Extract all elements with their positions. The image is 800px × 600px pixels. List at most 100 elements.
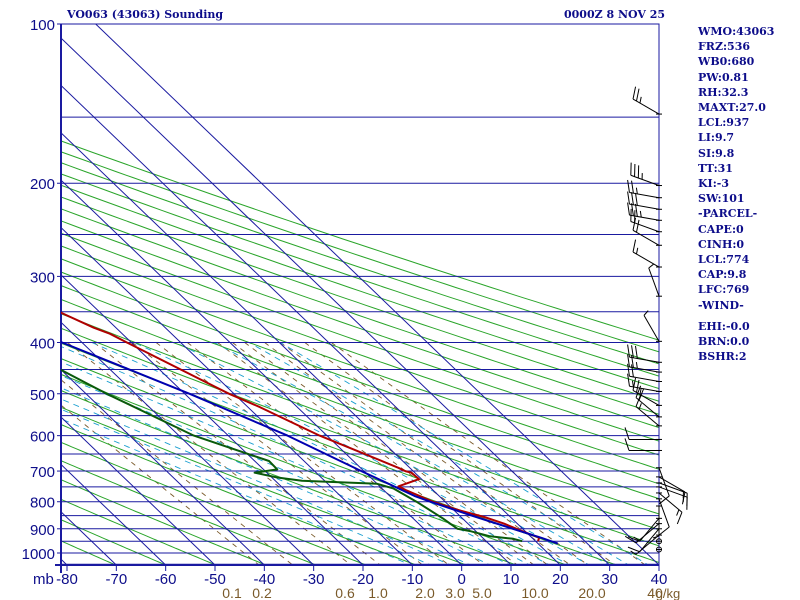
wind-barb	[648, 263, 662, 297]
mixing-ratio-label: 10.0	[521, 585, 548, 600]
stat-cap: CAP:9.8	[698, 268, 747, 282]
wind-barb	[624, 427, 662, 440]
temperature-tick-label: -50	[204, 571, 226, 588]
wind-barb	[627, 373, 662, 392]
temperature-tick-label: -70	[105, 571, 127, 588]
stat-brn: BRN:0.0	[698, 335, 750, 349]
temperature-profile	[61, 311, 541, 542]
stat-li: LI:9.7	[698, 131, 735, 145]
stat-pw: PW:0.81	[698, 70, 749, 84]
dry-adiabat	[61, 173, 659, 377]
mixing-ratio-line	[132, 342, 424, 565]
dry-adiabat	[61, 460, 318, 565]
stat-cape: CAPE:0	[698, 222, 744, 236]
stat-frz: FRZ:536	[698, 40, 751, 54]
dry-adiabat	[61, 140, 659, 341]
dry-adiabat	[61, 245, 659, 456]
mixing-ratio-line	[244, 342, 549, 565]
wind-barb	[632, 217, 662, 246]
stat-lcl: LCL:774	[698, 253, 750, 267]
pressure-tick-label: 500	[30, 387, 55, 404]
dry-adiabat	[61, 298, 659, 515]
stat-sw: SW:101	[698, 192, 745, 206]
dry-adiabat	[61, 313, 659, 531]
mixing-ratio-label: 1.0	[368, 585, 388, 600]
temperature-tick-label: -10	[401, 571, 423, 588]
isotherm-line	[95, 24, 659, 565]
wind-indices: EHI:-0.0 BRN:0.0 BSHR:2	[698, 319, 750, 365]
mixing-ratio-label: 0.6	[335, 585, 355, 600]
isotherm-line	[61, 37, 610, 565]
stat-ehi: EHI:-0.0	[698, 320, 750, 333]
isotherm-line	[61, 321, 314, 565]
dry-adiabat	[61, 258, 659, 470]
pressure-unit-label: mb	[33, 571, 54, 588]
stat-ki: KI:-3	[698, 177, 729, 191]
wind-barb	[627, 344, 662, 363]
isotherm-line	[61, 226, 412, 565]
temperature-tick-label: -30	[303, 571, 325, 588]
mixing-ratio-label: 0.2	[252, 585, 272, 600]
isotherm-line	[0, 24, 17, 564]
moist-adiabat	[61, 418, 412, 565]
parcel-profile	[61, 340, 559, 545]
stat-si: SI:9.8	[698, 146, 735, 160]
pressure-tick-label: 400	[30, 335, 55, 352]
wind-barb	[624, 438, 662, 451]
wind-barb	[632, 239, 662, 268]
wind-barb	[656, 498, 670, 536]
dry-adiabat	[61, 232, 659, 442]
dry-adiabat	[61, 327, 659, 547]
dry-adiabat	[61, 208, 659, 415]
dry-adiabat	[61, 441, 368, 565]
mixing-ratio-label: 0.1	[222, 585, 242, 600]
stat-parcel: -PARCEL-	[698, 207, 758, 221]
temperature-tick-label: 40	[651, 571, 668, 588]
isotherm-line	[61, 369, 264, 565]
stat-maxt: MAXT:27.0	[698, 101, 766, 115]
pressure-tick-label: 700	[30, 464, 55, 481]
mixing-ratio-label: g/kg	[656, 586, 681, 600]
dry-adiabat	[61, 424, 418, 565]
wind-barb	[627, 191, 662, 210]
mixing-ratio-label: 2.0	[415, 585, 435, 600]
pressure-tick-label: 200	[30, 176, 55, 193]
stat-wmo: WMO:43063	[698, 25, 775, 38]
mixing-ratio-label: 40	[647, 585, 663, 600]
wind-barb	[656, 538, 662, 545]
wind-barb	[627, 517, 662, 542]
dry-adiabat	[61, 220, 659, 429]
mixing-ratio-label: 3.0	[445, 585, 465, 600]
stat-lfc: LFC:769	[698, 283, 750, 297]
temperature-tick-label: 20	[552, 571, 569, 588]
temperature-tick-label: 10	[503, 571, 520, 588]
pressure-tick-label: 300	[30, 269, 55, 286]
isotherm-line	[61, 274, 363, 565]
wind-barb	[656, 486, 688, 510]
wind-barb	[627, 179, 662, 199]
isotherm-line	[61, 511, 116, 565]
wind-barb	[656, 546, 662, 553]
wind-barb	[630, 162, 662, 187]
stat-tt: TT:31	[698, 161, 733, 175]
temperature-tick-label: -40	[253, 571, 275, 588]
wind-barb	[656, 492, 683, 525]
wind-barb	[627, 363, 662, 382]
dry-adiabat	[61, 540, 117, 565]
pressure-tick-label: 1000	[22, 546, 55, 563]
mixing-ratio-label: 5.0	[472, 585, 492, 600]
chart-datetime: 0000Z 8 NOV 25	[564, 8, 666, 21]
wind-barb	[627, 354, 662, 373]
pressure-tick-label: 800	[30, 495, 55, 512]
stat-lcl: LCL:937	[698, 116, 750, 130]
mixing-ratio-label: 20.0	[578, 585, 605, 600]
wind-barb	[643, 310, 662, 342]
moist-adiabat	[61, 398, 452, 565]
wind-barb	[635, 385, 662, 418]
moist-adiabat	[214, 342, 610, 565]
temperature-tick-label: 30	[601, 571, 618, 588]
mixing-ratio-line	[264, 342, 571, 565]
dry-adiabat	[61, 271, 659, 485]
stability-indices: WMO:43063 FRZ:536 WB0:680 PW:0.81 RH:32.3 MAX…	[698, 24, 774, 313]
